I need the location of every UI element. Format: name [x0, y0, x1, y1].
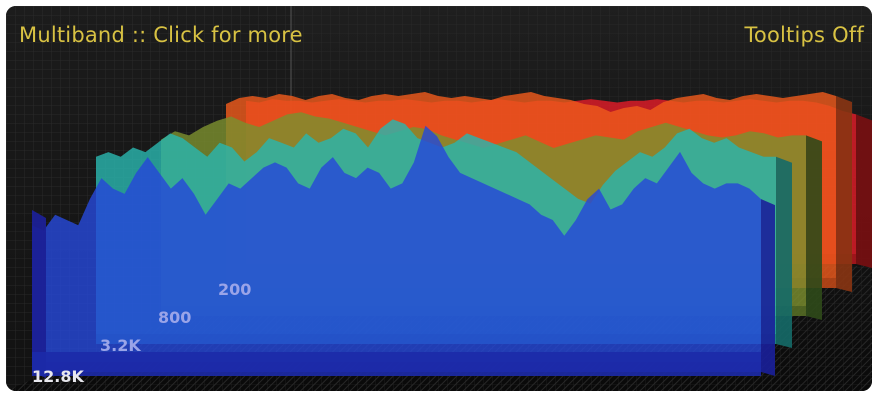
multiband-3d-spectrum[interactable]: 200 800 3.2K 12.8K	[6, 6, 872, 391]
band-1-area	[32, 125, 761, 372]
band-1-side	[761, 199, 775, 376]
band-2-side	[776, 156, 792, 348]
band-label-800: 800	[158, 308, 191, 327]
multiband-title-link[interactable]: Multiband :: Click for more	[19, 23, 303, 47]
band-4-side	[836, 96, 852, 292]
band-1-left-face	[32, 210, 46, 378]
tooltips-toggle[interactable]: Tooltips Off	[744, 23, 864, 47]
band-layers	[32, 92, 872, 378]
band-label-3-2k: 3.2K	[100, 336, 141, 355]
band-3-side	[806, 135, 822, 320]
band-label-12-8k: 12.8K	[32, 367, 84, 386]
band-5-side	[856, 114, 872, 269]
band-1-bottom	[32, 352, 761, 376]
band-label-200: 200	[218, 280, 251, 299]
band-labels: 200 800 3.2K 12.8K	[32, 280, 251, 386]
